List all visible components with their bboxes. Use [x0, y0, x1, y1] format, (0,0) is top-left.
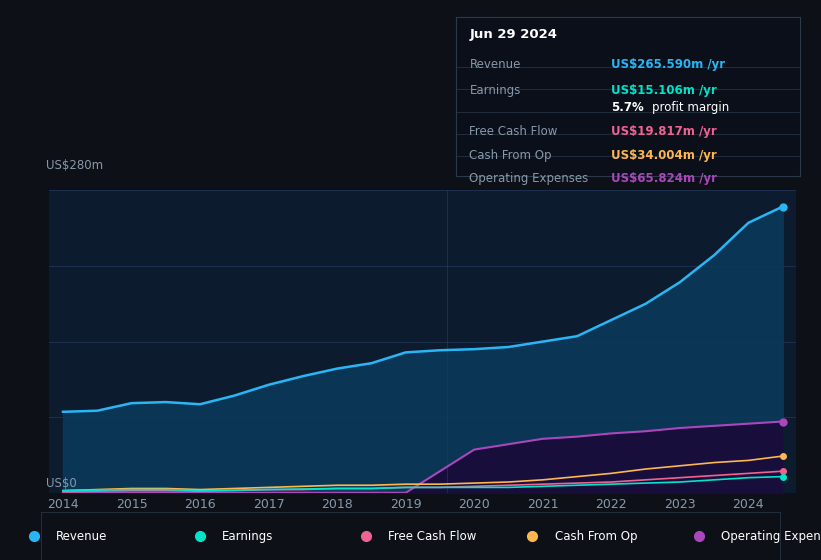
Text: 5.7%: 5.7% — [611, 101, 644, 114]
Text: Free Cash Flow: Free Cash Flow — [388, 530, 477, 543]
Text: Earnings: Earnings — [222, 530, 273, 543]
Text: Cash From Op: Cash From Op — [470, 150, 552, 162]
Text: US$19.817m /yr: US$19.817m /yr — [611, 125, 717, 138]
Text: US$34.004m /yr: US$34.004m /yr — [611, 150, 717, 162]
Text: US$15.106m /yr: US$15.106m /yr — [611, 84, 717, 97]
Text: Free Cash Flow: Free Cash Flow — [470, 125, 557, 138]
Text: US$265.590m /yr: US$265.590m /yr — [611, 58, 725, 71]
Text: Earnings: Earnings — [470, 84, 521, 97]
Text: Jun 29 2024: Jun 29 2024 — [470, 28, 557, 41]
Text: Cash From Op: Cash From Op — [555, 530, 637, 543]
Text: Revenue: Revenue — [470, 58, 521, 71]
Text: Operating Expenses: Operating Expenses — [470, 171, 589, 185]
Text: Revenue: Revenue — [56, 530, 108, 543]
Text: Operating Expenses: Operating Expenses — [721, 530, 821, 543]
Text: US$65.824m /yr: US$65.824m /yr — [611, 171, 717, 185]
Text: US$0: US$0 — [45, 477, 76, 490]
Text: US$280m: US$280m — [45, 159, 103, 172]
Text: profit margin: profit margin — [652, 101, 729, 114]
